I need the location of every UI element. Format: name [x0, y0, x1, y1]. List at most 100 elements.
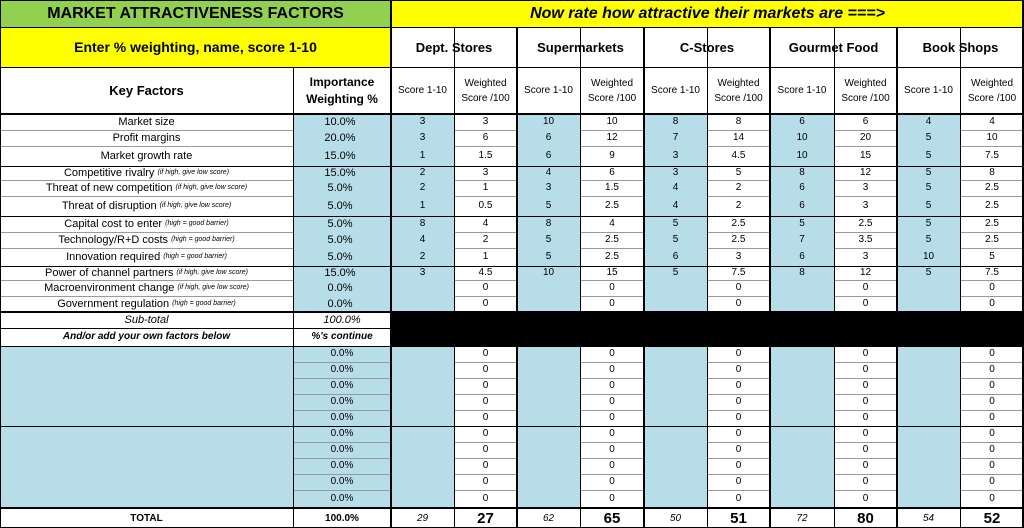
score-input[interactable]: 5: [897, 216, 960, 232]
score-input[interactable]: 5: [517, 232, 580, 248]
custom-score-input[interactable]: [391, 362, 454, 378]
custom-factor-name[interactable]: [0, 346, 293, 362]
custom-score-input[interactable]: [770, 490, 834, 508]
custom-score-input[interactable]: [517, 490, 580, 508]
score-input[interactable]: 8: [770, 166, 834, 180]
custom-score-input[interactable]: [517, 394, 580, 410]
custom-factor-name[interactable]: [0, 426, 293, 442]
custom-score-input[interactable]: [391, 410, 454, 426]
score-input[interactable]: [897, 296, 960, 312]
score-input[interactable]: 2: [391, 166, 454, 180]
score-input[interactable]: 1: [391, 146, 454, 166]
custom-score-input[interactable]: [897, 458, 960, 474]
score-input[interactable]: 10: [897, 248, 960, 266]
custom-factor-name[interactable]: [0, 490, 293, 508]
custom-weight[interactable]: 0.0%: [293, 378, 391, 394]
score-input[interactable]: 5: [644, 216, 707, 232]
custom-score-input[interactable]: [897, 442, 960, 458]
score-input[interactable]: 7: [770, 232, 834, 248]
score-input[interactable]: 10: [770, 130, 834, 146]
custom-score-input[interactable]: [897, 426, 960, 442]
custom-score-input[interactable]: [644, 474, 707, 490]
custom-score-input[interactable]: [897, 346, 960, 362]
custom-score-input[interactable]: [770, 346, 834, 362]
score-input[interactable]: 3: [517, 180, 580, 196]
custom-score-input[interactable]: [391, 474, 454, 490]
score-input[interactable]: [770, 280, 834, 296]
score-input[interactable]: 6: [770, 196, 834, 216]
score-input[interactable]: [770, 296, 834, 312]
custom-score-input[interactable]: [897, 394, 960, 410]
score-input[interactable]: 5: [897, 146, 960, 166]
custom-factor-name[interactable]: [0, 378, 293, 394]
score-input[interactable]: [391, 280, 454, 296]
score-input[interactable]: 1: [391, 196, 454, 216]
custom-weight[interactable]: 0.0%: [293, 394, 391, 410]
weight-input[interactable]: 5.0%: [293, 248, 391, 266]
score-input[interactable]: 5: [644, 232, 707, 248]
score-input[interactable]: 6: [644, 248, 707, 266]
weight-input[interactable]: 10.0%: [293, 114, 391, 130]
weight-input[interactable]: 20.0%: [293, 130, 391, 146]
score-input[interactable]: [644, 280, 707, 296]
custom-score-input[interactable]: [517, 362, 580, 378]
custom-score-input[interactable]: [391, 378, 454, 394]
custom-score-input[interactable]: [391, 458, 454, 474]
custom-factor-name[interactable]: [0, 394, 293, 410]
score-input[interactable]: 5: [517, 248, 580, 266]
custom-score-input[interactable]: [517, 346, 580, 362]
score-input[interactable]: 5: [897, 130, 960, 146]
score-input[interactable]: 5: [897, 196, 960, 216]
custom-score-input[interactable]: [644, 378, 707, 394]
custom-score-input[interactable]: [897, 474, 960, 490]
custom-weight[interactable]: 0.0%: [293, 362, 391, 378]
weight-input[interactable]: 5.0%: [293, 196, 391, 216]
custom-weight[interactable]: 0.0%: [293, 474, 391, 490]
weight-input[interactable]: 5.0%: [293, 180, 391, 196]
score-input[interactable]: [391, 296, 454, 312]
custom-factor-name[interactable]: [0, 458, 293, 474]
score-input[interactable]: 5: [897, 166, 960, 180]
score-input[interactable]: 5: [897, 232, 960, 248]
custom-score-input[interactable]: [770, 410, 834, 426]
score-input[interactable]: 10: [517, 266, 580, 280]
score-input[interactable]: 3: [391, 114, 454, 130]
custom-weight[interactable]: 0.0%: [293, 426, 391, 442]
score-input[interactable]: 5: [644, 266, 707, 280]
score-input[interactable]: 6: [770, 248, 834, 266]
custom-score-input[interactable]: [517, 458, 580, 474]
custom-score-input[interactable]: [644, 410, 707, 426]
custom-weight[interactable]: 0.0%: [293, 458, 391, 474]
score-input[interactable]: [644, 296, 707, 312]
score-input[interactable]: 6: [770, 114, 834, 130]
custom-factor-name[interactable]: [0, 362, 293, 378]
score-input[interactable]: 3: [644, 166, 707, 180]
score-input[interactable]: 3: [644, 146, 707, 166]
score-input[interactable]: 5: [517, 196, 580, 216]
score-input[interactable]: 6: [517, 130, 580, 146]
score-input[interactable]: 8: [517, 216, 580, 232]
custom-score-input[interactable]: [517, 378, 580, 394]
score-input[interactable]: 5: [770, 216, 834, 232]
weight-input[interactable]: 15.0%: [293, 146, 391, 166]
score-input[interactable]: 5: [897, 266, 960, 280]
custom-weight[interactable]: 0.0%: [293, 490, 391, 508]
custom-score-input[interactable]: [770, 426, 834, 442]
custom-factor-name[interactable]: [0, 474, 293, 490]
custom-score-input[interactable]: [517, 474, 580, 490]
score-input[interactable]: 6: [770, 180, 834, 196]
custom-score-input[interactable]: [770, 458, 834, 474]
score-input[interactable]: 4: [391, 232, 454, 248]
weight-input[interactable]: 5.0%: [293, 216, 391, 232]
custom-factor-name[interactable]: [0, 442, 293, 458]
custom-score-input[interactable]: [770, 378, 834, 394]
score-input[interactable]: 3: [391, 266, 454, 280]
custom-score-input[interactable]: [897, 362, 960, 378]
custom-score-input[interactable]: [770, 442, 834, 458]
score-input[interactable]: 4: [644, 180, 707, 196]
custom-score-input[interactable]: [770, 362, 834, 378]
custom-score-input[interactable]: [644, 458, 707, 474]
score-input[interactable]: 10: [770, 146, 834, 166]
score-input[interactable]: 4: [517, 166, 580, 180]
custom-score-input[interactable]: [517, 442, 580, 458]
